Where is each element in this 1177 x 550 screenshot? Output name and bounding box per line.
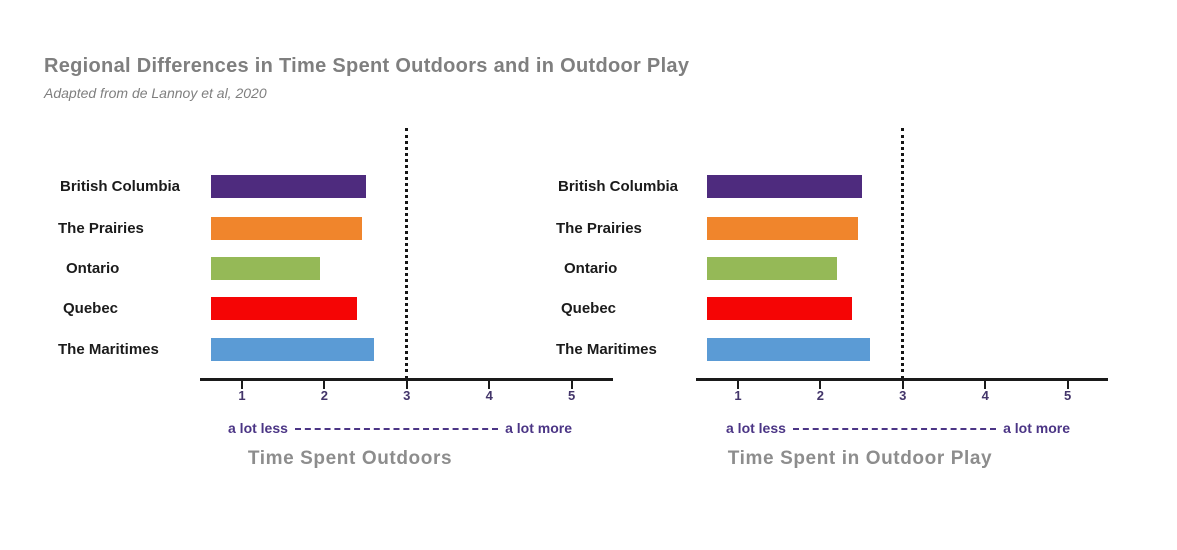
page-subtitle: Adapted from de Lannoy et al, 2020 [44,85,267,101]
bar-outdoor-play-british-columbia [707,175,862,198]
axis-tick [1066,381,1069,389]
axis-tick-label: 1 [238,388,246,403]
bar-outdoors-ontario [211,257,321,280]
axis-title-time-spent-in-outdoor-play: Time Spent in Outdoor Play [727,448,993,469]
category-label-british-columbia: British Columbia [60,178,181,195]
axis-tick-label: 3 [403,388,411,403]
axis-tick [737,381,739,389]
category-label-the-maritimes: The Maritimes [58,341,159,358]
axis-tick [984,381,987,389]
category-label-ontario: Ontario [66,260,120,277]
scale-label-less: a lot less [726,420,786,436]
scale-label-more: a lot more [505,420,572,436]
bar-outdoors-quebec [211,297,358,320]
bar-outdoors-british-columbia [211,175,366,198]
reference-line-midpoint [405,128,408,379]
category-label-the-prairies: The Prairies [58,220,144,237]
axis-tick [488,381,491,389]
category-label-the-maritimes: The Maritimes [556,341,657,358]
axis-tick-label: 5 [567,388,576,403]
scale-annotation-row: a lot less a lot more [726,419,1070,437]
scale-annotation-row: a lot less a lot more [228,419,572,437]
axis-title-time-spent-outdoors: Time Spent Outdoors [247,448,453,469]
bar-outdoor-play-the-maritimes [707,338,870,361]
category-label-quebec: Quebec [63,300,119,317]
axis-tick [901,381,904,389]
category-label-quebec: Quebec [561,300,617,317]
scale-dash-line [792,427,997,430]
category-label-the-prairies: The Prairies [556,220,642,237]
axis-tick-label: 5 [1063,388,1072,403]
category-label-ontario: Ontario [564,260,618,277]
axis-tick [570,381,573,389]
scale-label-less: a lot less [228,420,288,436]
bar-outdoor-play-ontario [707,257,837,280]
bar-outdoor-play-quebec [707,297,852,320]
axis-tick [405,381,408,389]
x-axis-line [200,378,613,381]
bar-outdoor-play-the-prairies [707,217,858,240]
scale-dash-line [294,427,499,430]
bar-outdoors-the-maritimes [211,338,374,361]
axis-tick [819,381,822,389]
axis-tick-label: 4 [485,388,493,403]
page-title: Regional Differences in Time Spent Outdo… [44,55,690,77]
axis-tick-label: 2 [816,388,824,403]
axis-tick [323,381,326,389]
x-axis-line [696,378,1108,381]
category-label-british-columbia: British Columbia [558,178,679,195]
bar-outdoors-the-prairies [211,217,362,240]
axis-tick [241,381,243,389]
axis-tick-label: 3 [899,388,907,403]
axis-tick-label: 2 [320,388,328,403]
axis-tick-label: 1 [734,388,742,403]
axis-tick-label: 4 [981,388,989,403]
scale-label-more: a lot more [1003,420,1070,436]
reference-line-midpoint [901,128,904,379]
